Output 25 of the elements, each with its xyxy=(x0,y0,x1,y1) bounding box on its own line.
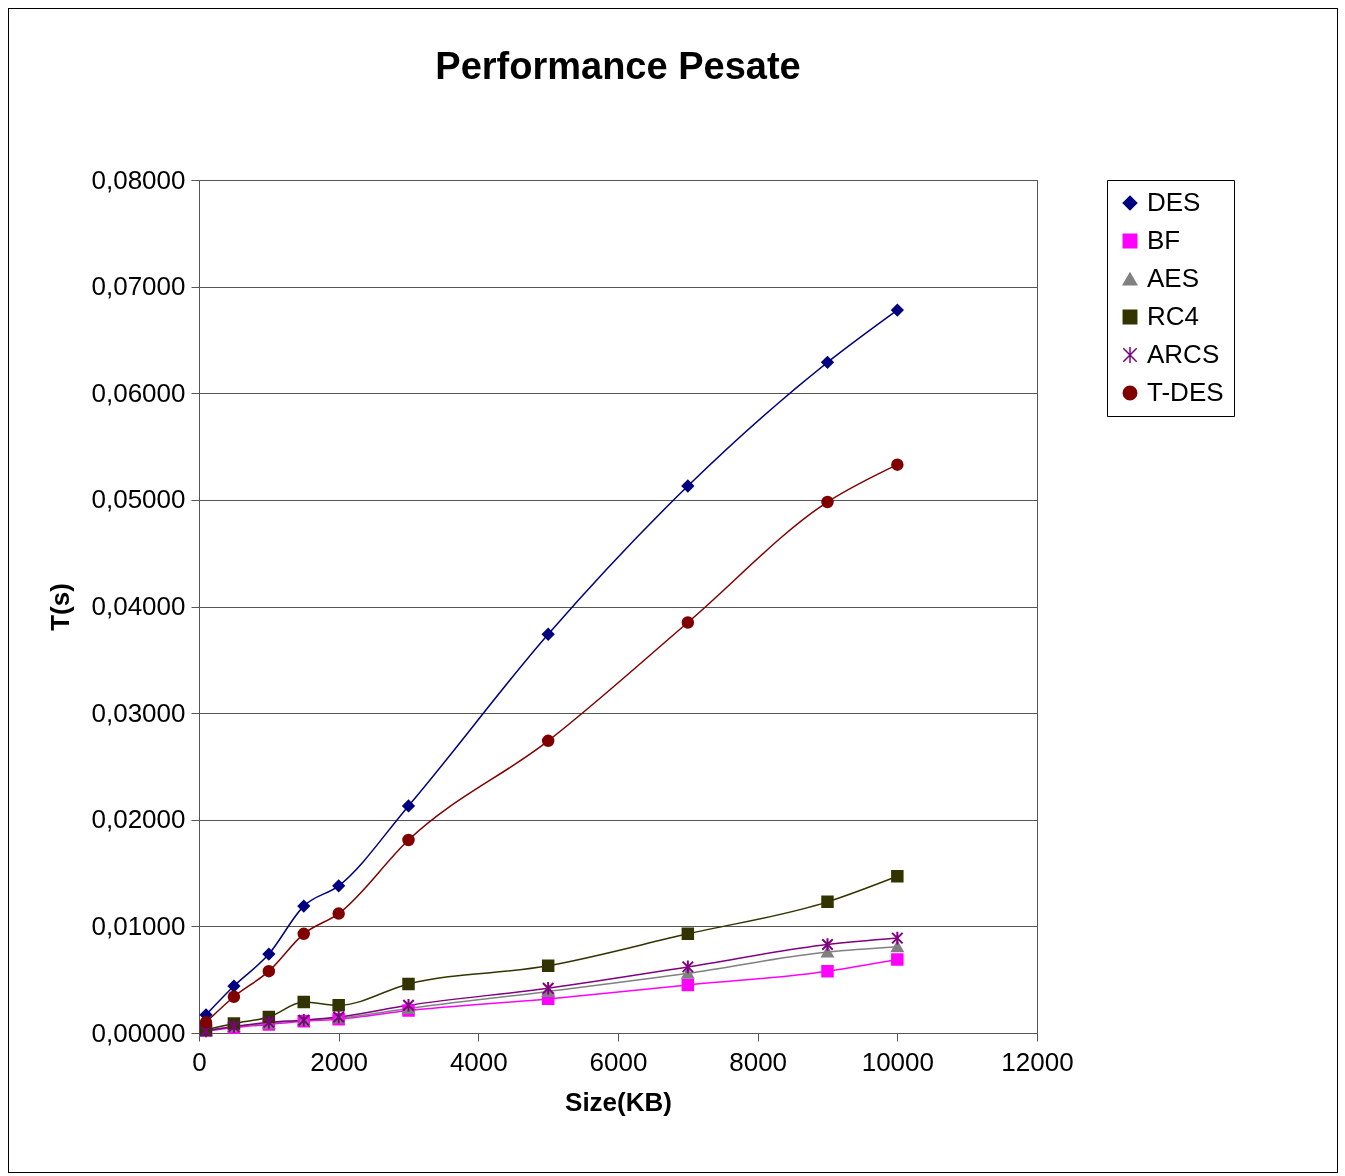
chart-title: Performance Pesate xyxy=(435,45,801,87)
y-tick-label: 0,05000 xyxy=(91,484,186,515)
y-tick-label: 0,01000 xyxy=(91,910,186,941)
x-axis-title: Size(KB) xyxy=(565,1086,672,1117)
legend-label: RC4 xyxy=(1147,301,1200,331)
y-tick-label: 0,03000 xyxy=(91,697,186,728)
y-axis-title: T(s) xyxy=(44,583,75,631)
y-tick-label: 0,02000 xyxy=(91,804,186,835)
y-tick-label: 0,06000 xyxy=(91,377,186,408)
legend-label: ARCS xyxy=(1147,339,1220,369)
x-tick-label: 8000 xyxy=(729,1046,788,1077)
legend-label: AES xyxy=(1147,263,1200,293)
x-tick-label: 6000 xyxy=(589,1046,648,1077)
y-tick-label: 0,07000 xyxy=(91,271,186,302)
legend-label: T-DES xyxy=(1147,377,1224,407)
x-tick-label: 0 xyxy=(192,1046,207,1077)
y-tick-label: 0,08000 xyxy=(91,164,186,195)
y-tick-label: 0,00000 xyxy=(91,1017,186,1048)
x-tick-label: 12000 xyxy=(1001,1046,1074,1077)
x-tick-label: 10000 xyxy=(861,1046,934,1077)
x-tick-label: 4000 xyxy=(449,1046,508,1077)
legend-label: DES xyxy=(1147,187,1201,217)
legend-label: BF xyxy=(1147,225,1181,255)
y-tick-label: 0,04000 xyxy=(91,591,186,621)
x-tick-label: 2000 xyxy=(310,1046,369,1077)
